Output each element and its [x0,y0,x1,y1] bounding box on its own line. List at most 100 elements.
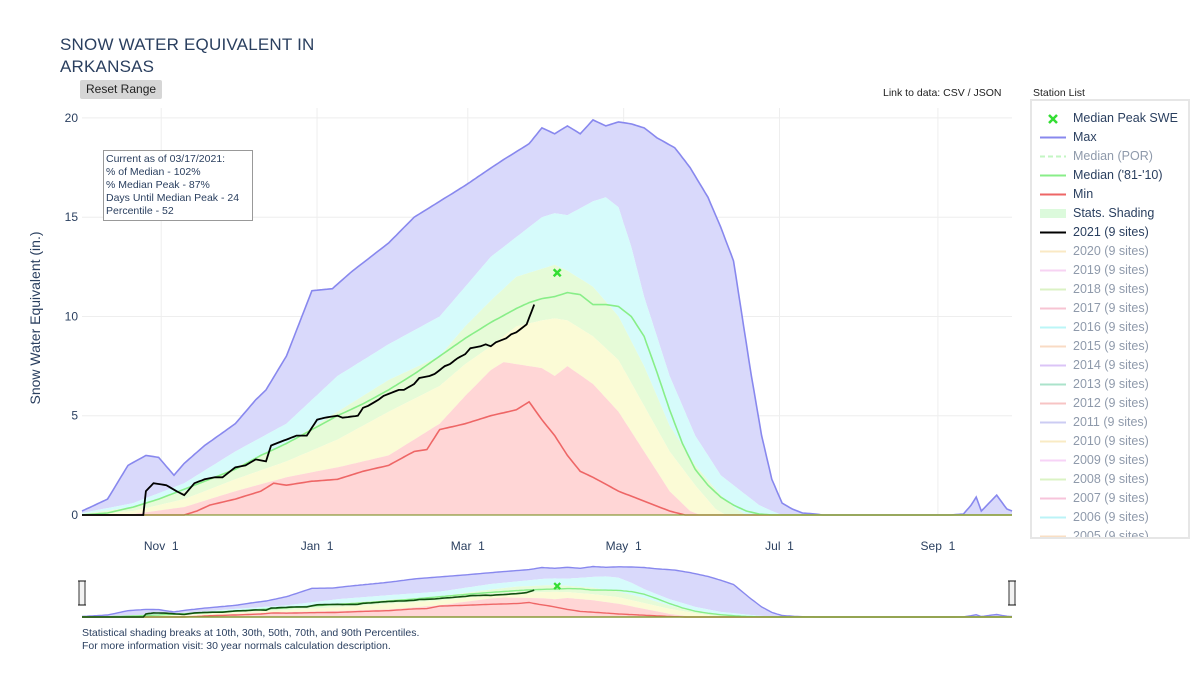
legend-swatch-icon [1040,250,1066,253]
legend-item[interactable]: 2005 (9 sites) [1032,527,1188,539]
data-links-separator: / [964,87,974,99]
csv-link[interactable]: CSV [943,87,965,99]
band-p70-p50 [82,264,1012,515]
legend-swatch-icon [1040,535,1066,537]
data-links: Link to data: CSV / JSON [883,87,1002,99]
legend-swatch-icon [1040,497,1066,500]
legend-swatch-icon [1040,231,1066,234]
legend-label: 2006 (9 sites) [1073,510,1149,524]
legend-swatch-icon [1040,478,1066,481]
range-handle-left[interactable] [78,580,86,606]
legend[interactable]: Median Peak SWE Max Median (POR) Median ('8… [1030,99,1190,539]
reset-range-button[interactable]: Reset Range [80,80,163,99]
legend-label: 2012 (9 sites) [1073,396,1149,410]
legend-item[interactable]: Median Peak SWE [1032,109,1188,128]
legend-item[interactable]: Median ('81-'10) [1032,166,1188,185]
band-p90-p70 [82,197,1012,516]
legend-item[interactable]: 2014 (9 sites) [1032,356,1188,375]
legend-item[interactable]: 2009 (9 sites) [1032,451,1188,470]
chart-title: SNOW WATER EQUIVALENT IN ARKANSAS [60,34,360,78]
y-tick-label: 5 [71,409,78,423]
legend-label: 2021 (9 sites) [1073,225,1149,239]
legend-label: 2019 (9 sites) [1073,263,1149,277]
station-list-link[interactable]: Station List [1033,87,1085,99]
legend-label: 2018 (9 sites) [1073,282,1149,296]
legend-swatch-icon [1040,459,1066,462]
legend-item[interactable]: 2017 (9 sites) [1032,299,1188,318]
legend-item[interactable]: Min [1032,185,1188,204]
legend-label: 2009 (9 sites) [1073,453,1149,467]
normals-description-link[interactable]: 30 year normals calculation description [206,640,388,652]
legend-swatch-icon [1040,516,1066,519]
main-plot-area[interactable] [81,108,1013,516]
footnote-info-suffix: . [387,640,391,652]
x-tick-label: May 1 [606,539,642,553]
legend-swatch-icon [1040,307,1066,310]
y-tick-label: 10 [65,309,79,323]
legend-label: Median Peak SWE [1073,111,1178,125]
y-axis: 0 5 10 15 20 [65,111,79,522]
info-percent-median: % of Median - 102% [106,166,201,178]
legend-item[interactable]: Median (POR) [1032,147,1188,166]
median-peak-marker[interactable] [552,268,562,278]
x-tick-label: Mar 1 [451,539,485,553]
legend-label: Max [1073,130,1097,144]
legend-item[interactable]: 2020 (9 sites) [1032,242,1188,261]
legend-label: 2005 (9 sites) [1073,529,1149,539]
legend-swatch-icon [1040,421,1066,424]
legend-swatch-icon [1040,193,1066,196]
legend-swatch-icon [1048,114,1058,124]
y-tick-label: 15 [65,210,79,224]
legend-swatch-icon [1040,288,1066,291]
legend-item[interactable]: 2010 (9 sites) [1032,432,1188,451]
legend-item[interactable]: 2018 (9 sites) [1032,280,1188,299]
legend-swatch-icon [1040,269,1066,272]
legend-swatch-icon [1040,383,1066,386]
legend-item[interactable]: 2019 (9 sites) [1032,261,1188,280]
range-handle-right[interactable] [1008,580,1016,606]
x-tick-label: Sep 1 [921,539,956,553]
legend-item[interactable]: 2012 (9 sites) [1032,394,1188,413]
info-percentile: Percentile - 52 [106,205,174,217]
legend-swatch-icon [1040,345,1066,348]
x-tick-label: Jul 1 [765,539,794,553]
legend-swatch-icon [1040,364,1066,367]
legend-label: 2007 (9 sites) [1073,491,1149,505]
x-tick-label: Nov 1 [144,539,179,553]
x-tick-label: Jan 1 [301,539,334,553]
legend-item[interactable]: 2021 (9 sites) [1032,223,1188,242]
range-slider[interactable] [78,565,1016,618]
info-current-date: Current as of 03/17/2021: [106,153,226,165]
legend-item[interactable]: Stats. Shading [1032,204,1188,223]
footnote: Statistical shading breaks at 10th, 30th… [82,627,419,653]
legend-item[interactable]: 2011 (9 sites) [1032,413,1188,432]
band-max-p90 [82,119,1012,516]
chart-title-line-2: ARKANSAS [60,57,155,76]
band-p90-p70-mini [82,576,1012,617]
y-tick-label: 0 [71,508,78,522]
legend-item[interactable]: 2008 (9 sites) [1032,470,1188,489]
legend-label: 2016 (9 sites) [1073,320,1149,334]
legend-item[interactable]: 2016 (9 sites) [1032,318,1188,337]
legend-swatch-icon [1040,326,1066,329]
legend-item[interactable]: Max [1032,128,1188,147]
legend-label: 2011 (9 sites) [1073,415,1148,429]
x-axis: Nov 1 Jan 1 Mar 1 May 1 Jul 1 Sep 1 [144,539,956,553]
legend-label: 2010 (9 sites) [1073,434,1149,448]
info-days-until-peak: Days Until Median Peak - 24 [106,192,240,204]
band-p70-p50-mini [82,585,1012,617]
mini-2021-line [82,589,535,618]
legend-label: 2013 (9 sites) [1073,377,1149,391]
footnote-shading: Statistical shading breaks at 10th, 30th… [82,627,420,639]
legend-swatch-icon [1040,402,1066,405]
legend-label: 2008 (9 sites) [1073,472,1149,486]
legend-label: Stats. Shading [1073,206,1155,220]
legend-item[interactable]: 2015 (9 sites) [1032,337,1188,356]
json-link[interactable]: JSON [973,87,1002,99]
legend-swatch-icon [1040,209,1066,218]
legend-item[interactable]: 2007 (9 sites) [1032,489,1188,508]
footnote-info: For more information visit: 30 year norm… [82,640,419,653]
legend-item[interactable]: 2013 (9 sites) [1032,375,1188,394]
legend-item[interactable]: 2006 (9 sites) [1032,508,1188,527]
